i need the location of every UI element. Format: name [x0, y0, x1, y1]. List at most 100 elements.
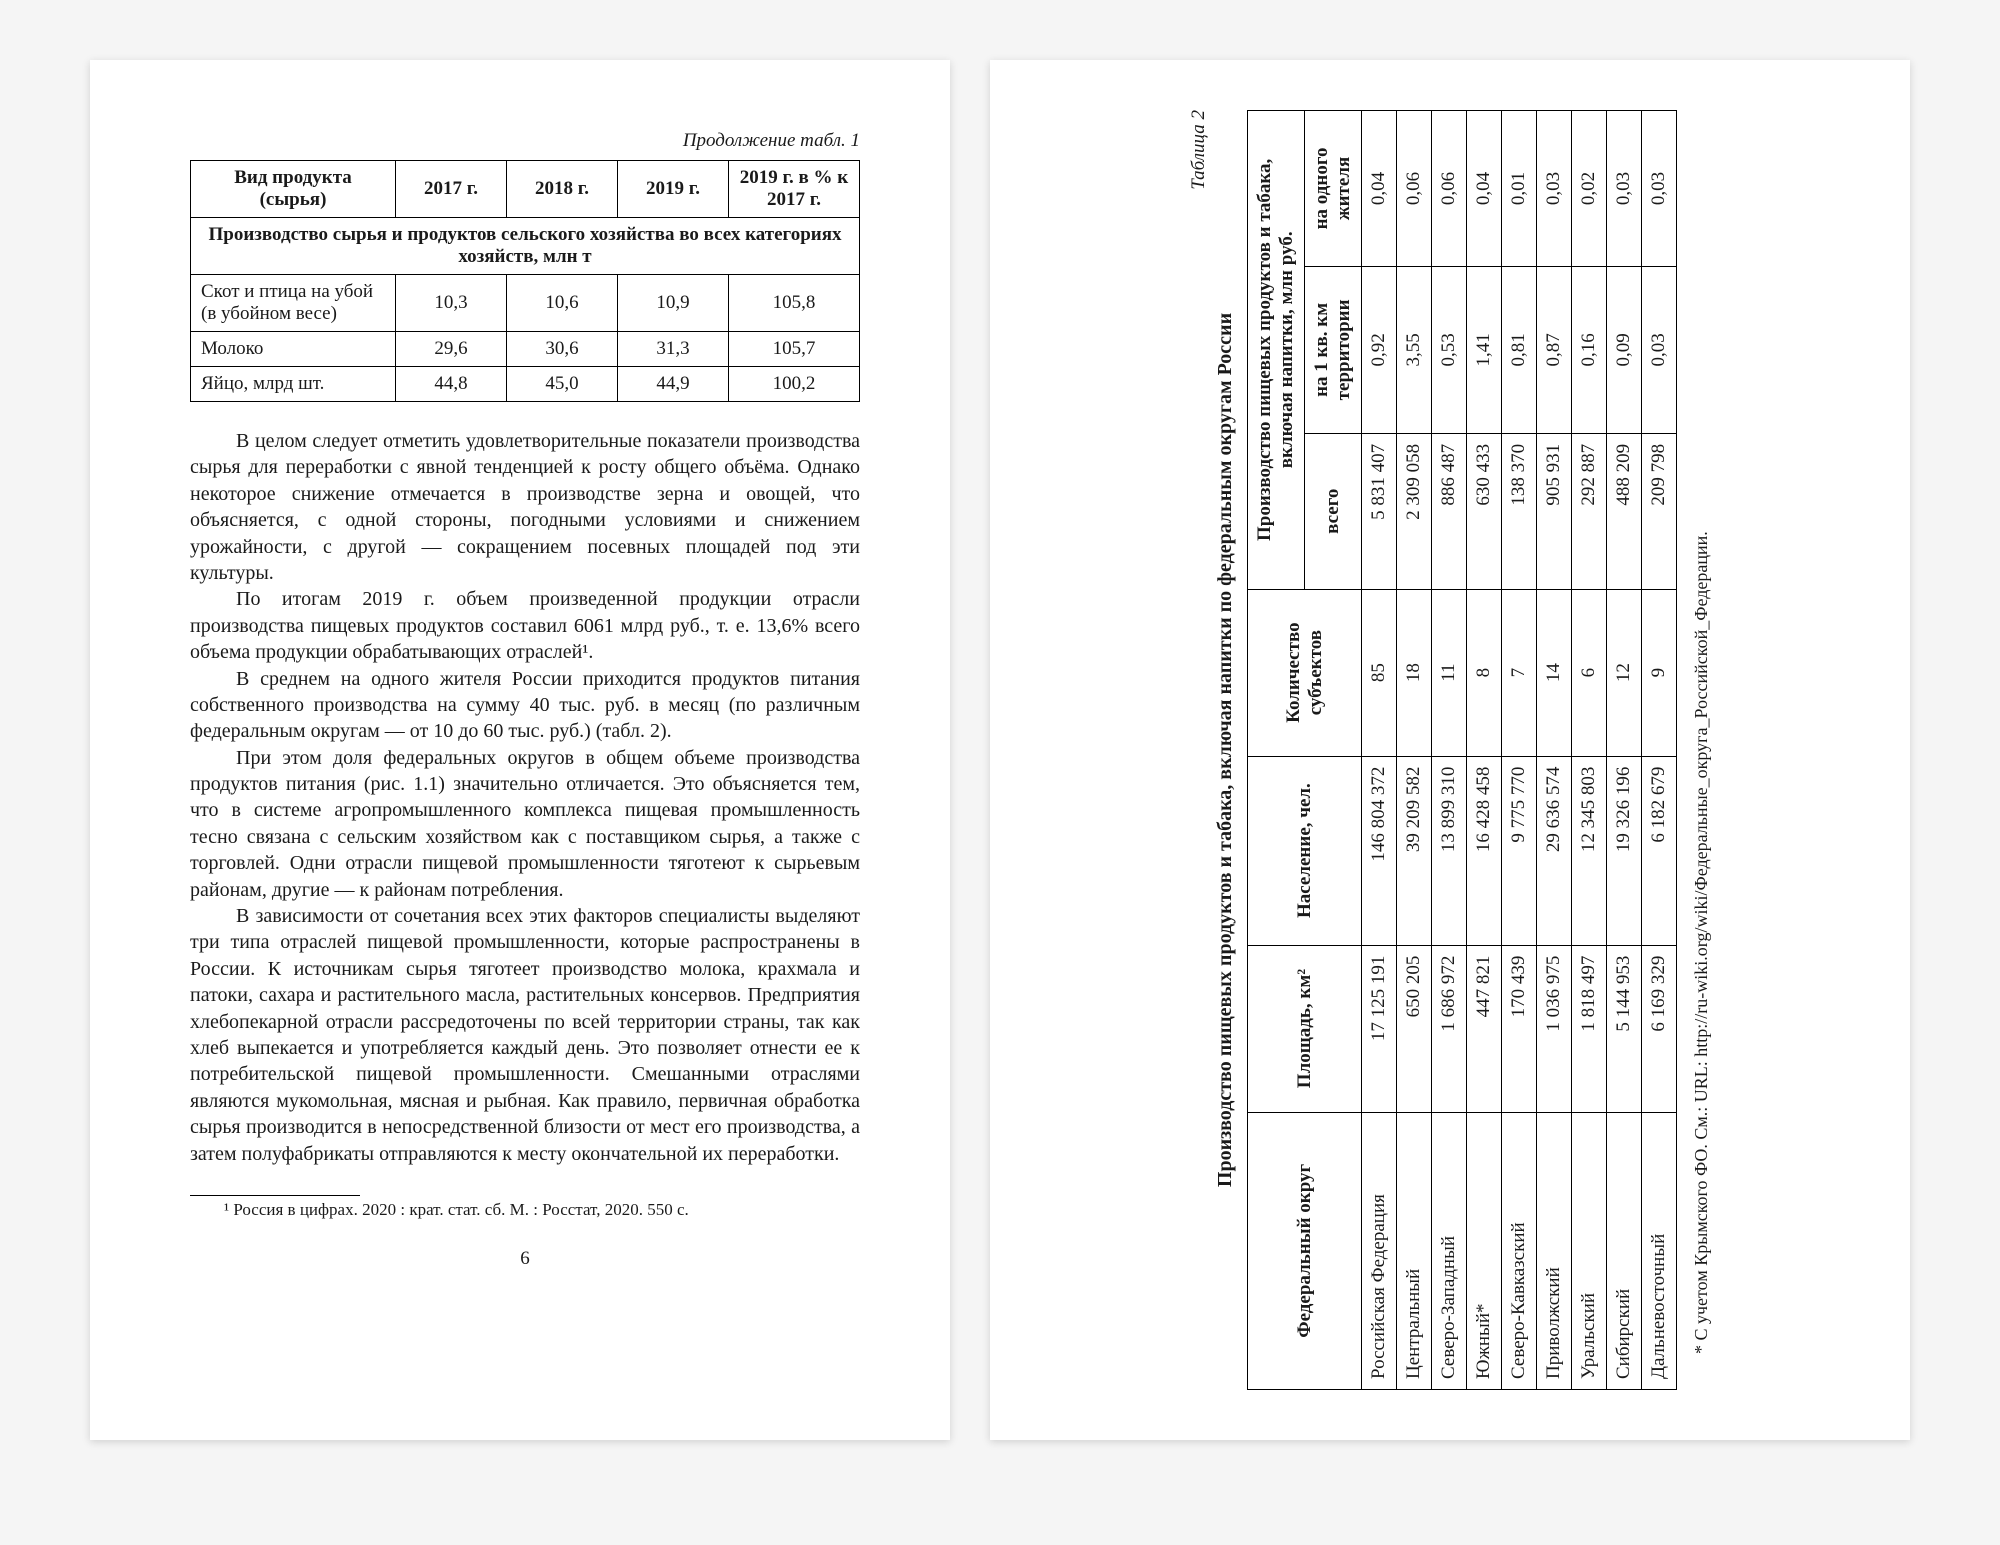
table2-cell-pop: 12 345 803 — [1572, 756, 1607, 945]
table2-head-row1: Федеральный округ Площадь, км² Население… — [1248, 111, 1305, 1390]
table2-row: Приволжский1 036 97529 636 57414905 9310… — [1537, 111, 1572, 1390]
table1-row: Скот и птица на убой (в убойном весе)10,… — [191, 275, 860, 332]
table1-cell-pct: 105,8 — [729, 275, 860, 332]
table2-row: Дальневосточный6 169 3296 182 6799209 79… — [1642, 111, 1677, 1390]
footnote-1: ¹ Россия в цифрах. 2020 : крат. стат. сб… — [190, 1200, 860, 1220]
table1-body: Скот и птица на убой (в убойном весе)10,… — [191, 275, 860, 402]
table1-cell-2017: 10,3 — [396, 275, 507, 332]
table1-cell-2017: 29,6 — [396, 332, 507, 367]
table2-cell-area: 6 169 329 — [1642, 945, 1677, 1112]
table2-h-perkm: на 1 кв. км территории — [1305, 266, 1362, 433]
table2-title: Производство пищевых продуктов и табака,… — [1214, 110, 1237, 1390]
table1-cell-name: Скот и птица на убой (в убойном весе) — [191, 275, 396, 332]
table2-cell-percap: 0,02 — [1572, 111, 1607, 267]
table2-h-subj: Количество субъектов — [1248, 589, 1362, 756]
table1-cell-2018: 30,6 — [507, 332, 618, 367]
table2-cell-district: Сибирский — [1607, 1112, 1642, 1389]
table2-cell-total: 905 931 — [1537, 433, 1572, 589]
table2-h-prod-group: Производство пищевых продуктов и табака,… — [1248, 111, 1305, 590]
table2-cell-pop: 29 636 574 — [1537, 756, 1572, 945]
table2-cell-subj: 14 — [1537, 589, 1572, 756]
table2-cell-area: 1 818 497 — [1572, 945, 1607, 1112]
rotated-table-wrapper: Таблица 2 Производство пищевых продуктов… — [1188, 110, 1712, 1390]
table2-cell-percap: 0,04 — [1362, 111, 1397, 267]
table1-row: Молоко29,630,631,3105,7 — [191, 332, 860, 367]
table2-cell-perkm: 0,53 — [1432, 266, 1467, 433]
table2-cell-area: 5 144 953 — [1607, 945, 1642, 1112]
table2-cell-total: 209 798 — [1642, 433, 1677, 589]
table2-cell-perkm: 0,03 — [1642, 266, 1677, 433]
table2-cell-perkm: 0,87 — [1537, 266, 1572, 433]
table2-cell-percap: 0,06 — [1432, 111, 1467, 267]
table2-cell-subj: 8 — [1467, 589, 1502, 756]
body-text: В целом следует отметить удовлетворитель… — [190, 428, 860, 1167]
table2-cell-area: 1 036 975 — [1537, 945, 1572, 1112]
table1-h-pct: 2019 г. в % к 2017 г. — [729, 161, 860, 218]
table2-cell-perkm: 0,09 — [1607, 266, 1642, 433]
table2-label: Таблица 2 — [1188, 110, 1210, 1390]
table2-footnote: * С учетом Крымского ФО. См.: URL: http:… — [1691, 110, 1712, 1390]
table2-cell-area: 650 205 — [1397, 945, 1432, 1112]
paragraph: В среднем на одного жителя России приход… — [190, 666, 860, 745]
table2-cell-total: 5 831 407 — [1362, 433, 1397, 589]
table2-cell-district: Уральский — [1572, 1112, 1607, 1389]
table1-section-row: Производство сырья и продуктов сельского… — [191, 218, 860, 275]
table2-cell-area: 1 686 972 — [1432, 945, 1467, 1112]
page-right: Таблица 2 Производство пищевых продуктов… — [990, 60, 1910, 1440]
table2-h-total: всего — [1305, 433, 1362, 589]
table2-cell-district: Центральный — [1397, 1112, 1432, 1389]
paragraph: По итогам 2019 г. объем произведенной пр… — [190, 586, 860, 665]
table1-cell-2019: 31,3 — [618, 332, 729, 367]
table2-cell-percap: 0,03 — [1607, 111, 1642, 267]
table2-row: Сибирский5 144 95319 326 19612488 2090,0… — [1607, 111, 1642, 1390]
table1-row: Яйцо, млрд шт.44,845,044,9100,2 — [191, 367, 860, 402]
table2-cell-total: 2 309 058 — [1397, 433, 1432, 589]
table2-cell-area: 447 821 — [1467, 945, 1502, 1112]
table1-cell-pct: 100,2 — [729, 367, 860, 402]
table2-h-area: Площадь, км² — [1248, 945, 1362, 1112]
table1-h-2017: 2017 г. — [396, 161, 507, 218]
table2-cell-district: Северо-Западный — [1432, 1112, 1467, 1389]
table1-cell-2019: 10,9 — [618, 275, 729, 332]
table2-cell-subj: 6 — [1572, 589, 1607, 756]
table2-cell-perkm: 1,41 — [1467, 266, 1502, 433]
table2-row: Северо-Кавказский170 4399 775 7707138 37… — [1502, 111, 1537, 1390]
paragraph: При этом доля федеральных округов в обще… — [190, 745, 860, 903]
table2-cell-area: 170 439 — [1502, 945, 1537, 1112]
table2-cell-percap: 0,01 — [1502, 111, 1537, 267]
table2-h-pop: Население, чел. — [1248, 756, 1362, 945]
table2-cell-pop: 146 804 372 — [1362, 756, 1397, 945]
table2-cell-pop: 39 209 582 — [1397, 756, 1432, 945]
table2-h-district: Федеральный округ — [1248, 1112, 1362, 1389]
table2-head: Федеральный округ Площадь, км² Население… — [1248, 111, 1362, 1390]
table1-h-product: Вид продукта (сырья) — [191, 161, 396, 218]
table2-cell-subj: 18 — [1397, 589, 1432, 756]
table2-cell-percap: 0,03 — [1537, 111, 1572, 267]
table1-cell-2018: 10,6 — [507, 275, 618, 332]
table1-cell-2018: 45,0 — [507, 367, 618, 402]
table2-cell-total: 488 209 — [1607, 433, 1642, 589]
table2: Федеральный округ Площадь, км² Население… — [1247, 110, 1677, 1390]
table2-cell-percap: 0,04 — [1467, 111, 1502, 267]
table2-row: Южный*447 82116 428 4588630 4331,410,04 — [1467, 111, 1502, 1390]
table2-body: Российская Федерация17 125 191146 804 37… — [1362, 111, 1677, 1390]
table2-cell-pop: 6 182 679 — [1642, 756, 1677, 945]
table2-cell-district: Дальневосточный — [1642, 1112, 1677, 1389]
table2-row: Российская Федерация17 125 191146 804 37… — [1362, 111, 1397, 1390]
paragraph: В зависимости от сочетания всех этих фак… — [190, 903, 860, 1167]
table2-cell-percap: 0,03 — [1642, 111, 1677, 267]
table2-cell-district: Приволжский — [1537, 1112, 1572, 1389]
table1-cell-name: Яйцо, млрд шт. — [191, 367, 396, 402]
table1-cell-name: Молоко — [191, 332, 396, 367]
table2-cell-pop: 9 775 770 — [1502, 756, 1537, 945]
table2-cell-area: 17 125 191 — [1362, 945, 1397, 1112]
table2-cell-perkm: 0,92 — [1362, 266, 1397, 433]
table2-cell-subj: 85 — [1362, 589, 1397, 756]
table1: Вид продукта (сырья) 2017 г. 2018 г. 201… — [190, 160, 860, 402]
table2-cell-total: 138 370 — [1502, 433, 1537, 589]
table2-cell-pop: 16 428 458 — [1467, 756, 1502, 945]
table1-continuation-caption: Продолжение табл. 1 — [190, 130, 860, 152]
table2-cell-total: 292 887 — [1572, 433, 1607, 589]
table2-cell-perkm: 0,16 — [1572, 266, 1607, 433]
table2-cell-total: 886 487 — [1432, 433, 1467, 589]
